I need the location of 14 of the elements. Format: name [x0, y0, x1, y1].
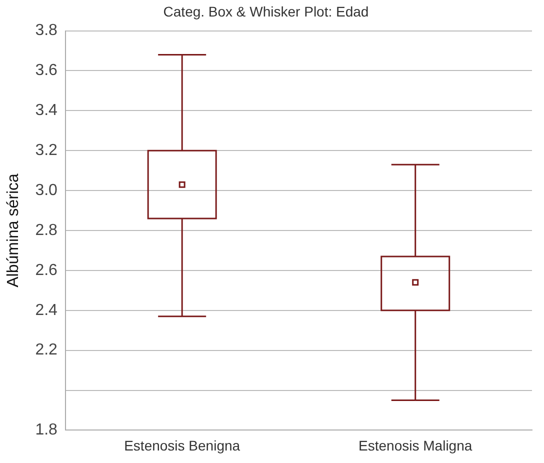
y-tick-label: 2.4 — [35, 302, 58, 319]
y-tick-label: 3.4 — [35, 102, 58, 120]
y-tick-label: 3.2 — [35, 142, 58, 160]
x-tick-label: Estenosis Maligna — [358, 437, 472, 454]
y-tick-label: 2.8 — [35, 222, 58, 239]
y-tick-label: 3.8 — [35, 22, 58, 40]
y-tick-label: 3.0 — [35, 182, 58, 199]
y-axis-title: Albúmina sérica — [5, 173, 22, 288]
y-tick-label: 2.6 — [35, 262, 58, 279]
x-tick-label: Estenosis Benigna — [124, 437, 240, 454]
y-tick-label: 3.6 — [35, 62, 58, 80]
chart-title: Categ. Box & Whisker Plot: Edad — [163, 3, 369, 20]
y-tick-label: 1.8 — [35, 422, 58, 439]
y-tick-label: 2.2 — [35, 342, 58, 359]
